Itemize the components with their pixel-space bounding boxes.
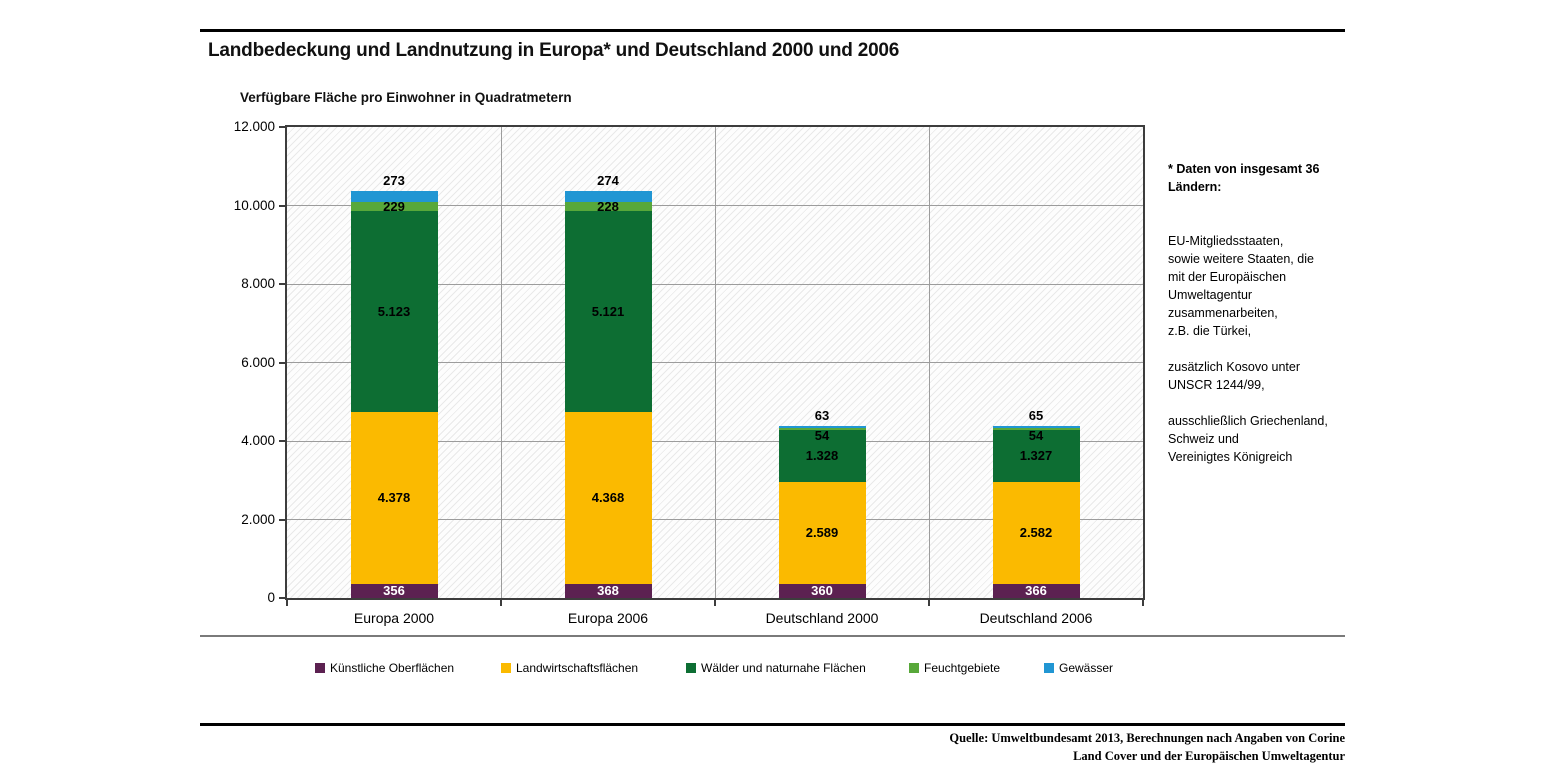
y-tick-label: 4.000 — [241, 433, 275, 448]
y-tick-label: 12.000 — [233, 119, 275, 134]
source-text: Quelle: Umweltbundesamt 2013, Berechnung… — [949, 731, 1345, 764]
legend-swatch-icon — [686, 663, 696, 673]
gridline-vertical — [714, 127, 716, 598]
x-axis-label: Europa 2006 — [567, 610, 649, 626]
bar-segment — [778, 428, 866, 431]
legend-swatch-icon — [1044, 663, 1054, 673]
gridline-vertical — [928, 127, 930, 598]
bar-segment — [992, 482, 1080, 584]
bar-segment — [992, 425, 1080, 429]
bar-segment — [992, 583, 1080, 598]
bottom-rule — [200, 723, 1345, 726]
x-tick — [928, 600, 930, 606]
footnote-block: * Daten von insgesamt 36 Ländern: EU-Mit… — [1168, 142, 1358, 484]
bar-segment — [564, 412, 652, 584]
bar-segment — [778, 425, 866, 429]
y-tick-label: 10.000 — [233, 197, 275, 213]
y-tick-label: 0 — [267, 590, 275, 605]
bar-segment — [350, 202, 438, 212]
bar-segment — [564, 191, 652, 203]
legend-item: Künstliche Oberflächen — [315, 661, 454, 675]
legend-label: Wälder und naturnahe Flächen — [701, 661, 866, 675]
page-title: Landbedeckung und Landnutzung in Europa*… — [208, 40, 900, 61]
x-tick — [714, 600, 716, 606]
bar-segment — [778, 430, 866, 483]
y-tick-label: 6.000 — [241, 354, 275, 370]
gridline-vertical — [500, 127, 502, 598]
bar-segment — [564, 583, 652, 598]
x-axis-label: Europa 2000 — [353, 610, 435, 626]
bar-segment — [992, 428, 1080, 431]
legend-label: Landwirtschaftsflächen — [516, 661, 639, 675]
top-rule — [200, 29, 1345, 32]
legend-label: Künstliche Oberflächen — [330, 661, 455, 675]
bar-segment — [778, 583, 866, 598]
x-tick — [286, 600, 288, 606]
y-tick-label: 8.000 — [241, 276, 275, 291]
y-tick — [279, 597, 285, 599]
bar-segment — [350, 584, 438, 598]
y-tick — [279, 440, 285, 442]
legend-swatch-icon — [909, 663, 919, 673]
bar-segment — [350, 211, 438, 413]
y-tick — [279, 283, 285, 285]
footnote-body: EU-Mitgliedsstaaten, sowie weitere Staat… — [1168, 234, 1328, 464]
legend-swatch-icon — [501, 663, 511, 673]
chart-subtitle: Verfügbare Fläche pro Einwohner in Quadr… — [240, 90, 572, 105]
y-tick — [279, 518, 285, 521]
bar-segment — [778, 482, 866, 584]
bar-segment — [350, 412, 438, 585]
footnote-heading: * Daten von insgesamt 36 Ländern: — [1168, 162, 1320, 194]
legend-item: Feuchtgebiete — [909, 661, 1000, 675]
y-tick — [279, 361, 285, 364]
x-tick — [1142, 600, 1144, 606]
legend-item: Gewässer — [1044, 661, 1113, 675]
plot-area — [285, 125, 1145, 600]
bar-segment — [350, 191, 438, 203]
x-axis-label: Deutschland 2000 — [765, 610, 879, 626]
y-tick — [279, 204, 285, 207]
bar-segment — [992, 430, 1080, 483]
legend-item: Wälder und naturnahe Flächen — [686, 661, 866, 675]
legend-label: Feuchtgebiete — [924, 661, 1001, 675]
bar-segment — [564, 211, 652, 413]
legend-swatch-icon — [315, 663, 325, 673]
bar-segment — [564, 202, 652, 212]
legend-divider-rule — [200, 635, 1345, 637]
y-tick — [279, 126, 285, 128]
x-tick — [500, 600, 502, 606]
legend-label: Gewässer — [1059, 661, 1114, 675]
legend-item: Landwirtschaftsflächen — [501, 661, 638, 675]
y-tick-label: 2.000 — [241, 511, 275, 527]
x-axis-label: Deutschland 2006 — [979, 610, 1093, 626]
